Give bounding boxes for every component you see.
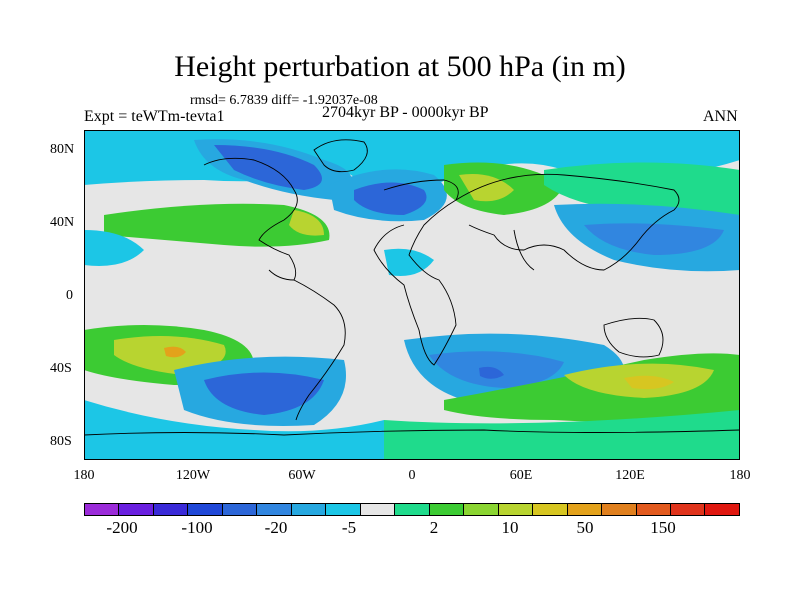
map-panel (84, 130, 740, 460)
x-tick-60w: 60W (288, 468, 316, 483)
colorbar-label-minus100: -100 (181, 518, 213, 537)
colorbar-swatch (359, 504, 395, 515)
colorbar-swatch (290, 504, 326, 515)
colorbar-swatch (85, 504, 119, 515)
colorbar-swatch (532, 504, 567, 515)
x-tick-180e: 180 (729, 468, 751, 483)
map-border (84, 130, 740, 460)
colorbar-label-minus200: -200 (106, 518, 138, 537)
south-pacific-orange (164, 346, 186, 358)
colorbar-swatch (325, 504, 360, 515)
y-tick-eq: 0 (66, 288, 73, 303)
coastlines (84, 139, 740, 436)
colorbar-swatch (704, 504, 739, 515)
colorbar-swatch (601, 504, 636, 515)
y-tick-80n: 80N (50, 142, 75, 157)
colorbar-swatch (566, 504, 602, 515)
colorbar-swatch (256, 504, 291, 515)
colorbar-label-50: 50 (576, 518, 594, 537)
colorbar-swatch (152, 504, 188, 515)
colorbar-label-minus20: -20 (264, 518, 288, 537)
antarctic-teal (384, 410, 740, 460)
season-label: ANN (703, 108, 738, 125)
colorbar-swatch (394, 504, 429, 515)
eastern-pacific-cyan (84, 230, 144, 266)
x-tick-60e: 60E (509, 468, 533, 483)
period-label: 2704kyr BP - 0000kyr BP (322, 104, 489, 121)
y-tick-80s: 80S (50, 434, 72, 449)
colorbar-swatch (428, 504, 464, 515)
colorbar-swatch (497, 504, 533, 515)
x-tick-120e: 120E (615, 468, 645, 483)
southern-ocean-orange (624, 375, 674, 390)
colorbar-swatch (635, 504, 670, 515)
colorbar-label-2: 2 (429, 518, 439, 537)
pacific-blue (584, 223, 724, 255)
central-atlantic-yellow (289, 210, 324, 236)
colorbar-label-minus5: -5 (341, 518, 357, 537)
colorbar-swatch (187, 504, 222, 515)
y-tick-40s: 40S (50, 361, 72, 376)
plot-title: Height perturbation at 500 hPa (in m) (174, 50, 626, 83)
stats-text: rmsd= 6.7839 diff= -1.92037e-08 (190, 93, 378, 108)
x-tick-180w: 180 (73, 468, 95, 483)
experiment-label: Expt = teWTm-tevta1 (84, 108, 225, 125)
x-tick-120w: 120W (175, 468, 211, 483)
colorbar-swatch (221, 504, 257, 515)
north-atlantic-low (214, 145, 322, 190)
colorbar-swatch (669, 504, 705, 515)
europe-low (354, 182, 427, 215)
x-tick-0: 0 (408, 468, 416, 483)
south-pacific-low (204, 372, 324, 415)
colorbar-label-10: 10 (501, 518, 519, 537)
central-atlantic-green (104, 203, 330, 247)
y-tick-40n: 40N (50, 215, 75, 230)
colorbar-label-150: 150 (650, 518, 676, 537)
colorbar (84, 503, 740, 516)
south-atlantic-cyan (84, 400, 384, 460)
colorbar-swatch (463, 504, 498, 515)
colorbar-swatch (118, 504, 153, 515)
south-indian-core (479, 366, 504, 379)
